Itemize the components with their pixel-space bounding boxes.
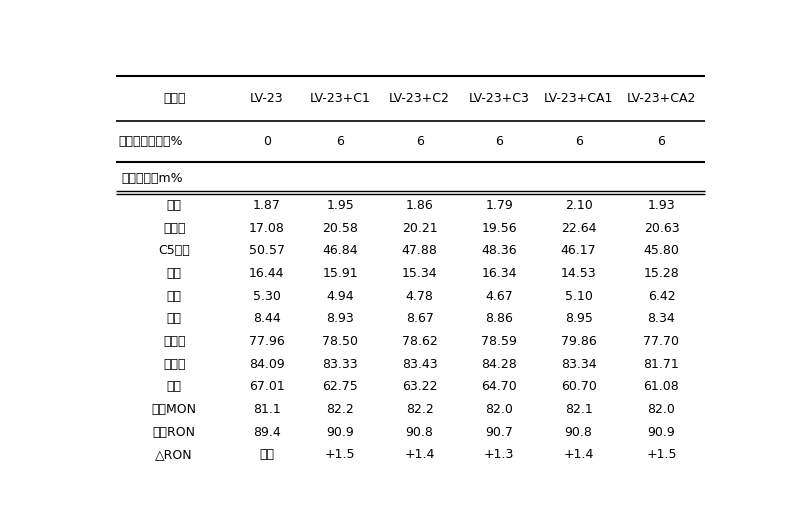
Text: 20.58: 20.58 (322, 222, 358, 235)
Text: 47.88: 47.88 (402, 244, 438, 258)
Text: 45.80: 45.80 (643, 244, 679, 258)
Text: 5.30: 5.30 (253, 289, 281, 303)
Text: 89.4: 89.4 (253, 425, 281, 439)
Text: 20.21: 20.21 (402, 222, 438, 235)
Text: LV-23+CA1: LV-23+CA1 (544, 92, 614, 105)
Text: 82.2: 82.2 (406, 403, 434, 416)
Text: 82.0: 82.0 (647, 403, 675, 416)
Text: 汽油MON: 汽油MON (152, 403, 197, 416)
Text: LV-23+C3: LV-23+C3 (469, 92, 530, 105)
Text: 8.44: 8.44 (253, 312, 281, 325)
Text: LV-23: LV-23 (250, 92, 283, 105)
Text: 60.70: 60.70 (561, 380, 597, 393)
Text: 5.10: 5.10 (565, 289, 593, 303)
Text: 6.42: 6.42 (648, 289, 675, 303)
Text: +1.4: +1.4 (563, 448, 594, 461)
Text: 8.93: 8.93 (326, 312, 354, 325)
Text: 催化剂: 催化剂 (163, 92, 186, 105)
Text: 液化气: 液化气 (163, 222, 186, 235)
Text: 61.08: 61.08 (643, 380, 679, 393)
Text: 焦炭: 焦炭 (166, 312, 182, 325)
Text: 15.91: 15.91 (322, 267, 358, 280)
Text: 81.1: 81.1 (253, 403, 281, 416)
Text: 重油: 重油 (166, 289, 182, 303)
Text: 46.84: 46.84 (322, 244, 358, 258)
Text: 转化率: 转化率 (163, 335, 186, 348)
Text: 63.22: 63.22 (402, 380, 438, 393)
Text: 83.33: 83.33 (322, 357, 358, 371)
Text: 50.57: 50.57 (249, 244, 285, 258)
Text: 48.36: 48.36 (482, 244, 517, 258)
Text: 6: 6 (495, 135, 503, 149)
Text: 8.34: 8.34 (647, 312, 675, 325)
Text: 82.0: 82.0 (485, 403, 513, 416)
Text: 1.79: 1.79 (486, 199, 513, 212)
Text: 8.95: 8.95 (565, 312, 593, 325)
Text: LV-23+CA2: LV-23+CA2 (626, 92, 696, 105)
Text: 助剂加入比例，%: 助剂加入比例，% (118, 135, 183, 149)
Text: 15.34: 15.34 (402, 267, 438, 280)
Text: 柴油: 柴油 (166, 267, 182, 280)
Text: 干气: 干气 (166, 199, 182, 212)
Text: 83.43: 83.43 (402, 357, 438, 371)
Text: 产品分布，m%: 产品分布，m% (122, 172, 183, 185)
Text: 84.28: 84.28 (482, 357, 517, 371)
Text: 6: 6 (416, 135, 423, 149)
Text: 总液收: 总液收 (163, 357, 186, 371)
Text: 6: 6 (336, 135, 344, 149)
Text: 90.9: 90.9 (647, 425, 675, 439)
Text: 90.8: 90.8 (406, 425, 434, 439)
Text: 77.96: 77.96 (249, 335, 285, 348)
Text: 15.28: 15.28 (643, 267, 679, 280)
Text: 1.95: 1.95 (326, 199, 354, 212)
Text: 2.10: 2.10 (565, 199, 593, 212)
Text: 1.86: 1.86 (406, 199, 434, 212)
Text: 90.9: 90.9 (326, 425, 354, 439)
Text: 4.78: 4.78 (406, 289, 434, 303)
Text: 90.8: 90.8 (565, 425, 593, 439)
Text: 14.53: 14.53 (561, 267, 597, 280)
Text: 4.94: 4.94 (326, 289, 354, 303)
Text: 16.44: 16.44 (249, 267, 285, 280)
Text: 46.17: 46.17 (561, 244, 597, 258)
Text: LV-23+C1: LV-23+C1 (310, 92, 370, 105)
Text: 82.1: 82.1 (565, 403, 593, 416)
Text: 22.64: 22.64 (561, 222, 596, 235)
Text: 汽油RON: 汽油RON (153, 425, 196, 439)
Text: 轻收: 轻收 (166, 380, 182, 393)
Text: 8.86: 8.86 (485, 312, 513, 325)
Text: 64.70: 64.70 (482, 380, 517, 393)
Text: 6: 6 (574, 135, 582, 149)
Text: 78.62: 78.62 (402, 335, 438, 348)
Text: 4.67: 4.67 (486, 289, 513, 303)
Text: 1.87: 1.87 (253, 199, 281, 212)
Text: 17.08: 17.08 (249, 222, 285, 235)
Text: 67.01: 67.01 (249, 380, 285, 393)
Text: 16.34: 16.34 (482, 267, 517, 280)
Text: 19.56: 19.56 (482, 222, 517, 235)
Text: 1.93: 1.93 (648, 199, 675, 212)
Text: 6: 6 (658, 135, 666, 149)
Text: +1.4: +1.4 (405, 448, 435, 461)
Text: +1.3: +1.3 (484, 448, 514, 461)
Text: +1.5: +1.5 (646, 448, 677, 461)
Text: 0: 0 (262, 135, 270, 149)
Text: 83.34: 83.34 (561, 357, 597, 371)
Text: 84.09: 84.09 (249, 357, 285, 371)
Text: △RON: △RON (155, 448, 193, 461)
Text: +1.5: +1.5 (325, 448, 355, 461)
Text: 78.50: 78.50 (322, 335, 358, 348)
Text: 81.71: 81.71 (643, 357, 679, 371)
Text: 62.75: 62.75 (322, 380, 358, 393)
Text: 基准: 基准 (259, 448, 274, 461)
Text: 78.59: 78.59 (481, 335, 517, 348)
Text: 82.2: 82.2 (326, 403, 354, 416)
Text: 20.63: 20.63 (644, 222, 679, 235)
Text: 77.70: 77.70 (643, 335, 679, 348)
Text: 90.7: 90.7 (485, 425, 513, 439)
Text: 79.86: 79.86 (561, 335, 597, 348)
Text: LV-23+C2: LV-23+C2 (389, 92, 450, 105)
Text: 8.67: 8.67 (406, 312, 434, 325)
Text: C5汽油: C5汽油 (158, 244, 190, 258)
